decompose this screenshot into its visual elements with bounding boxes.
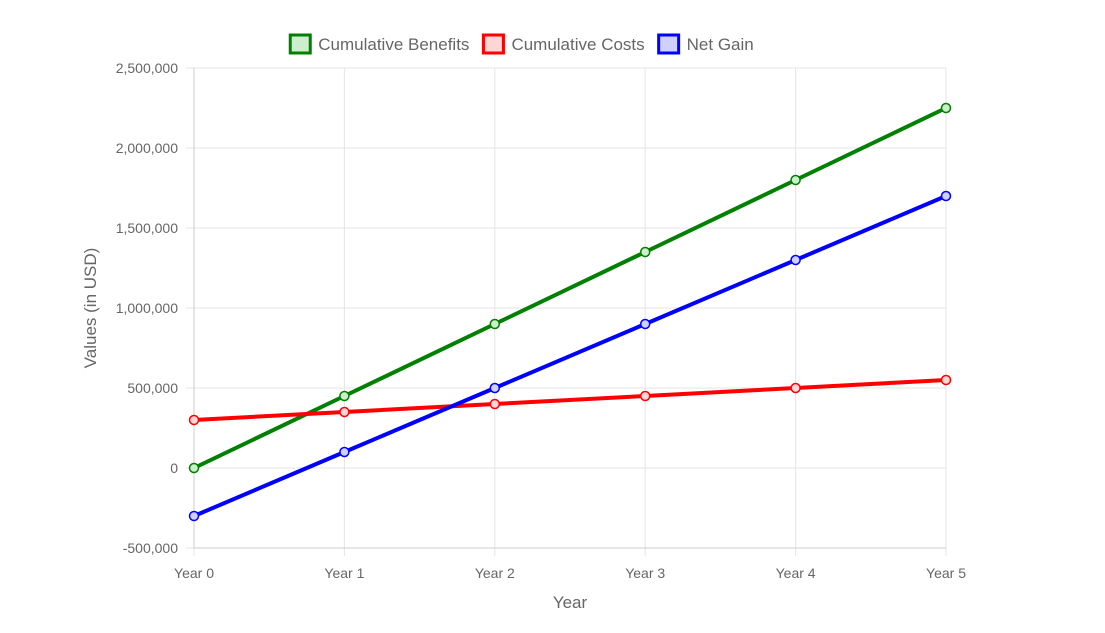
y-axis-ticks: -500,000 0 500,000 1,000,000 1,500,000 2,000,… (116, 60, 179, 556)
data-point[interactable] (188, 414, 200, 426)
y-tick-label: 0 (170, 460, 178, 476)
y-tick-label: 1,000,000 (116, 300, 178, 316)
x-tick-label: Year 3 (625, 565, 665, 581)
legend-label: Cumulative Benefits (318, 35, 469, 54)
series-line (193, 378, 947, 422)
grid-lines (186, 67, 947, 556)
data-point[interactable] (940, 102, 952, 114)
data-point[interactable] (940, 374, 952, 386)
x-tick-label: Year 2 (475, 565, 515, 581)
y-tick-label: 500,000 (127, 380, 178, 396)
series-cumulative-benefits (188, 102, 952, 474)
series-net-gain (188, 190, 952, 522)
data-point[interactable] (790, 174, 801, 186)
data-point[interactable] (339, 390, 350, 402)
legend-item[interactable]: Cumulative Benefits (288, 33, 469, 55)
data-point[interactable] (339, 406, 350, 418)
x-tick-label: Year 1 (324, 565, 364, 581)
series-layer (188, 102, 952, 522)
legend-swatch (481, 33, 505, 55)
series-cumulative-costs (188, 374, 952, 426)
data-point[interactable] (639, 390, 651, 402)
data-point[interactable] (790, 254, 801, 266)
data-point[interactable] (790, 382, 801, 394)
data-point[interactable] (639, 246, 651, 258)
data-point[interactable] (339, 446, 350, 458)
series-line (193, 194, 947, 518)
legend-label: Cumulative Costs (511, 35, 644, 54)
x-axis-title: Year (553, 593, 588, 612)
x-tick-label: Year 5 (926, 565, 966, 581)
data-point[interactable] (489, 318, 501, 330)
y-tick-label: 1,500,000 (116, 220, 178, 236)
legend-item[interactable]: Net Gain (657, 33, 754, 55)
y-tick-label: 2,000,000 (116, 140, 178, 156)
legend-swatch (657, 33, 681, 55)
legend-swatch (288, 33, 312, 55)
legend[interactable]: Cumulative Benefits Cumulative Costs Net G… (288, 33, 754, 55)
legend-item[interactable]: Cumulative Costs (481, 33, 645, 55)
legend-label: Net Gain (687, 35, 754, 54)
data-point[interactable] (188, 510, 200, 522)
data-point[interactable] (940, 190, 952, 202)
data-point[interactable] (188, 462, 200, 474)
x-tick-label: Year 4 (776, 565, 816, 581)
y-tick-label: -500,000 (123, 540, 178, 556)
y-axis-title: Values (in USD) (81, 248, 100, 369)
y-tick-label: 2,500,000 (116, 60, 178, 76)
series-line (193, 106, 947, 470)
data-point[interactable] (489, 398, 501, 410)
x-axis-ticks: Year 0 Year 1 Year 2 Year 3 Year 4 Year 5 (174, 565, 966, 581)
x-tick-label: Year 0 (174, 565, 214, 581)
data-point[interactable] (489, 382, 501, 394)
data-point[interactable] (639, 318, 651, 330)
